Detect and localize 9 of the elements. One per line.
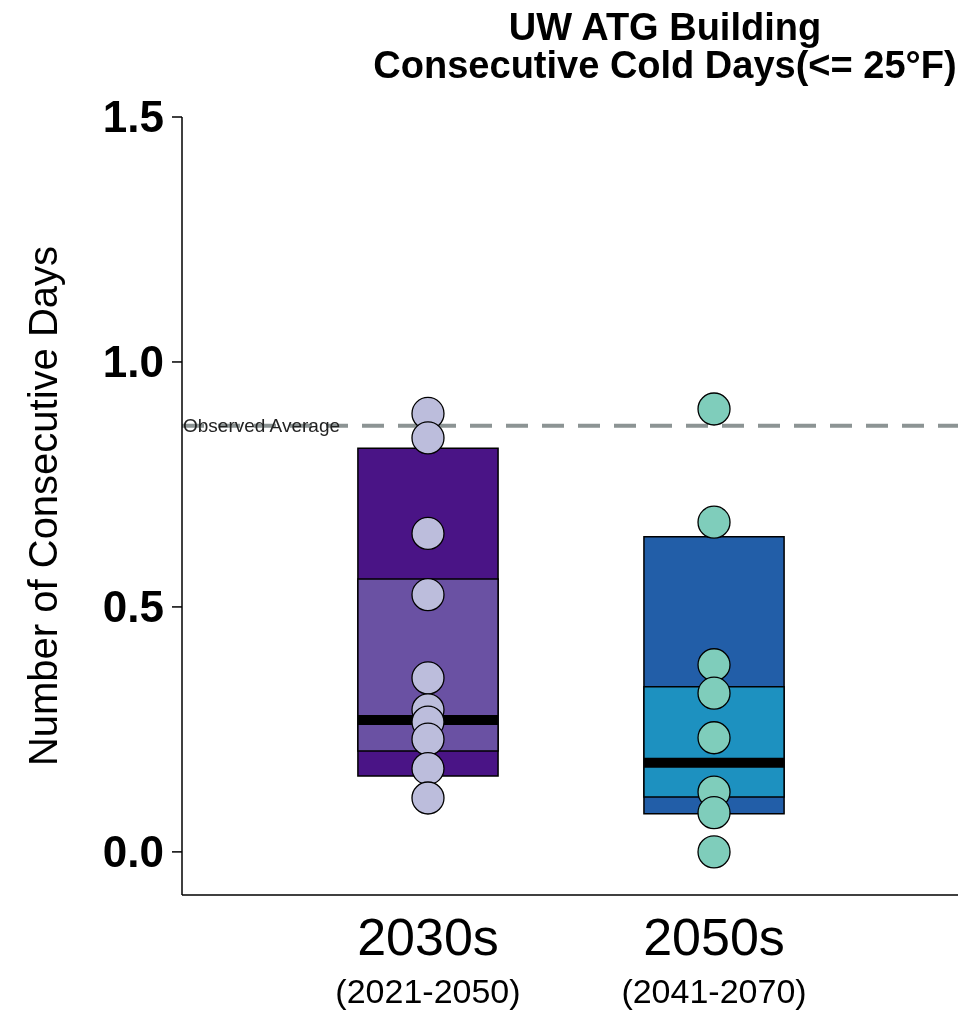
x-tick-label: 2050s (2041-2070) xyxy=(621,908,807,1010)
x-tick-label: 2030s (2021-2050) xyxy=(335,908,521,1010)
y-axis-title: Number of Consecutive Days xyxy=(21,245,66,767)
y-tick-label: 1.0 xyxy=(102,336,164,386)
y-tick-label: 1.5 xyxy=(102,92,164,141)
y-tick-label: 0.0 xyxy=(102,826,164,876)
chart-title: UW ATG Building Consecutive Cold Days(<= 25°F) xyxy=(372,6,958,86)
y-tick-label: 0.5 xyxy=(102,581,164,631)
ref-line-label: Observed Average xyxy=(183,415,341,437)
